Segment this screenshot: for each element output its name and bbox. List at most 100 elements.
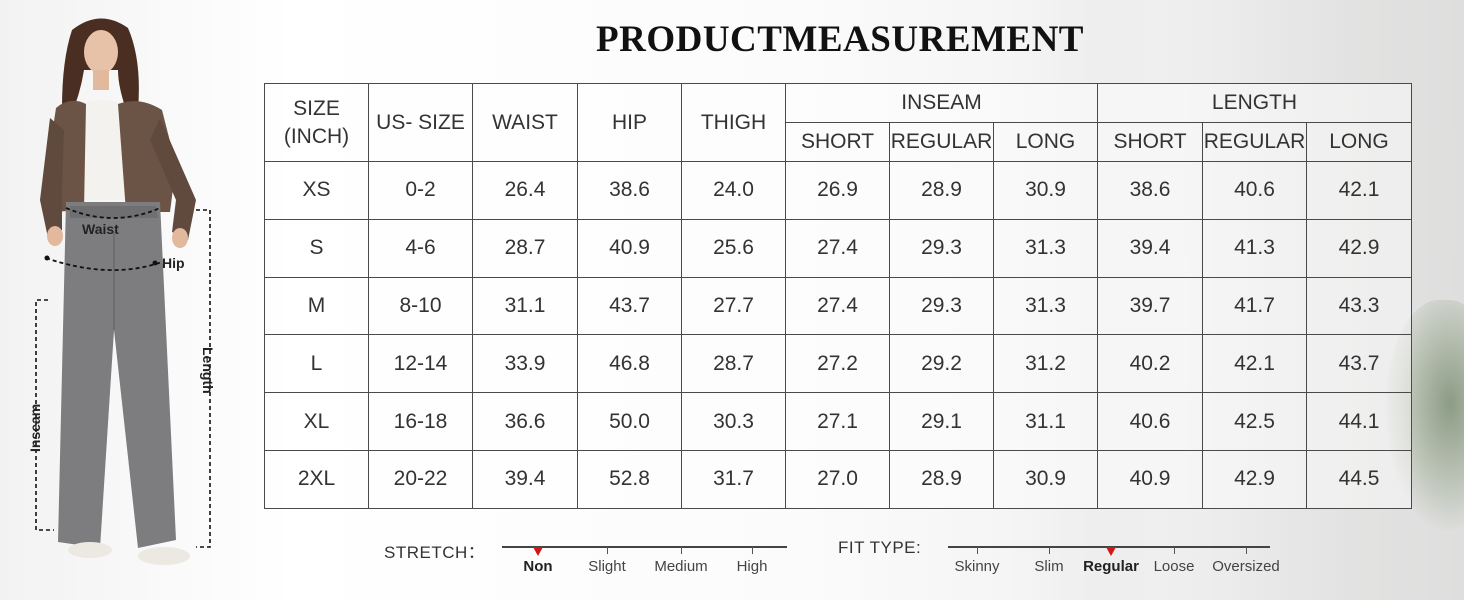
cell-size: 2XL <box>264 449 369 509</box>
header-inseam-regular: REGULAR <box>889 122 994 162</box>
header-us-size: US- SIZE <box>368 83 473 162</box>
cell-inseam-regular: 29.3 <box>889 218 994 278</box>
cell-hip: 43.7 <box>577 276 682 336</box>
stretch-option: Medium <box>654 558 708 575</box>
cell-inseam-long: 31.2 <box>993 334 1098 394</box>
cell-length-short: 40.2 <box>1097 334 1203 394</box>
page-title: PRODUCTMEASUREMENT <box>596 19 1084 60</box>
cell-waist: 31.1 <box>472 276 578 336</box>
header-size: SIZE (INCH) <box>264 83 369 162</box>
stretch-option: Slight <box>588 558 626 575</box>
cell-inseam-long: 31.1 <box>993 392 1098 451</box>
cell-inseam-short: 27.4 <box>785 218 890 278</box>
fit-type-tick <box>1246 547 1247 554</box>
cell-length-regular: 41.3 <box>1202 218 1307 278</box>
cell-us-size: 0-2 <box>368 161 473 220</box>
cell-waist: 39.4 <box>472 449 578 509</box>
table-row: 2XL 20-22 39.4 52.8 31.7 27.0 28.9 30.9 40.9 42.9… <box>264 449 1413 509</box>
header-length-long: LONG <box>1305 122 1413 162</box>
cell-hip: 52.8 <box>577 449 682 509</box>
cell-size: S <box>264 218 369 278</box>
cell-inseam-regular: 28.9 <box>889 449 994 509</box>
header-hip: HIP <box>577 83 682 162</box>
cell-thigh: 24.0 <box>681 161 786 220</box>
stretch-tick <box>752 547 753 554</box>
header-waist: WAIST <box>472 83 578 162</box>
cell-length-short: 39.7 <box>1097 276 1203 336</box>
stretch-selected-marker <box>533 547 543 556</box>
header-inseam: INSEAM <box>785 83 1098 123</box>
table-row: XL 16-18 36.6 50.0 30.3 27.1 29.1 31.1 40.6 42.5 4… <box>264 392 1413 451</box>
cell-hip: 38.6 <box>577 161 682 220</box>
cell-inseam-regular: 29.3 <box>889 276 994 336</box>
cell-inseam-short: 26.9 <box>785 161 890 220</box>
cell-inseam-long: 30.9 <box>993 161 1098 220</box>
cell-inseam-regular: 28.9 <box>889 161 994 220</box>
model-top <box>76 100 128 200</box>
cell-us-size: 20-22 <box>368 449 473 509</box>
cell-length-long: 44.5 <box>1305 449 1413 509</box>
cell-size: XL <box>264 392 369 451</box>
cell-length-short: 40.9 <box>1097 449 1203 509</box>
cell-waist: 28.7 <box>472 218 578 278</box>
cell-inseam-short: 27.4 <box>785 276 890 336</box>
cell-thigh: 25.6 <box>681 218 786 278</box>
cell-length-long: 43.3 <box>1305 276 1413 336</box>
header-inseam-long: LONG <box>993 122 1098 162</box>
fit-type-option: Regular <box>1083 558 1139 575</box>
cell-size: M <box>264 276 369 336</box>
stretch-label: STRETCH： <box>384 543 486 562</box>
fit-type-tick <box>1174 547 1175 554</box>
cell-thigh: 27.7 <box>681 276 786 336</box>
fit-type-option: Slim <box>1034 558 1064 575</box>
cell-thigh: 30.3 <box>681 392 786 451</box>
cell-us-size: 4-6 <box>368 218 473 278</box>
header-length-short: SHORT <box>1097 122 1203 162</box>
cell-length-short: 38.6 <box>1097 161 1203 220</box>
cell-waist: 26.4 <box>472 161 578 220</box>
stretch-option: Non <box>523 558 553 575</box>
cell-us-size: 16-18 <box>368 392 473 451</box>
model-shoe <box>68 542 112 558</box>
stretch-tick <box>607 547 608 554</box>
model-figure: Waist Hip Inseam Length <box>27 18 216 565</box>
cell-inseam-short: 27.1 <box>785 392 890 451</box>
model-face <box>84 30 118 74</box>
model-pants <box>58 202 176 548</box>
header-inseam-short: SHORT <box>785 122 890 162</box>
header-length-regular: REGULAR <box>1202 122 1307 162</box>
header-thigh: THIGH <box>681 83 786 162</box>
cell-inseam-long: 31.3 <box>993 218 1098 278</box>
table-row: L 12-14 33.9 46.8 28.7 27.2 29.2 31.2 40.2 42.1 43… <box>264 334 1413 394</box>
waist-label: Waist <box>82 221 119 237</box>
fit-type-tick <box>1049 547 1050 554</box>
cell-us-size: 12-14 <box>368 334 473 394</box>
length-label: Length <box>200 347 216 394</box>
cell-hip: 46.8 <box>577 334 682 394</box>
cell-thigh: 31.7 <box>681 449 786 509</box>
size-chart-table: SIZE (INCH) US- SIZE WAIST HIP THIGH INS… <box>264 83 1413 509</box>
stretch-option: High <box>736 558 768 575</box>
cell-length-long: 44.1 <box>1305 392 1413 451</box>
inseam-label: Inseam <box>27 404 43 452</box>
cell-inseam-short: 27.0 <box>785 449 890 509</box>
cell-us-size: 8-10 <box>368 276 473 336</box>
fit-type-tick <box>977 547 978 554</box>
cell-hip: 40.9 <box>577 218 682 278</box>
cell-waist: 33.9 <box>472 334 578 394</box>
cell-length-long: 42.1 <box>1305 161 1413 220</box>
stretch-tick <box>681 547 682 554</box>
header-length: LENGTH <box>1096 83 1413 123</box>
fit-type-selected-marker <box>1106 547 1116 556</box>
cell-inseam-regular: 29.1 <box>889 392 994 451</box>
cell-inseam-long: 31.3 <box>993 276 1098 336</box>
cell-length-short: 39.4 <box>1097 218 1203 278</box>
cell-length-regular: 42.1 <box>1202 334 1307 394</box>
stretch-scale-line <box>502 546 787 548</box>
cell-length-regular: 40.6 <box>1202 161 1307 220</box>
cell-size: XS <box>264 161 369 220</box>
fit-type-label: FIT TYPE: <box>838 538 922 557</box>
table-row: XS 0-2 26.4 38.6 24.0 26.9 28.9 30.9 38.6 40.6 42.… <box>264 161 1413 220</box>
cell-length-long: 43.7 <box>1305 334 1413 394</box>
cell-hip: 50.0 <box>577 392 682 451</box>
